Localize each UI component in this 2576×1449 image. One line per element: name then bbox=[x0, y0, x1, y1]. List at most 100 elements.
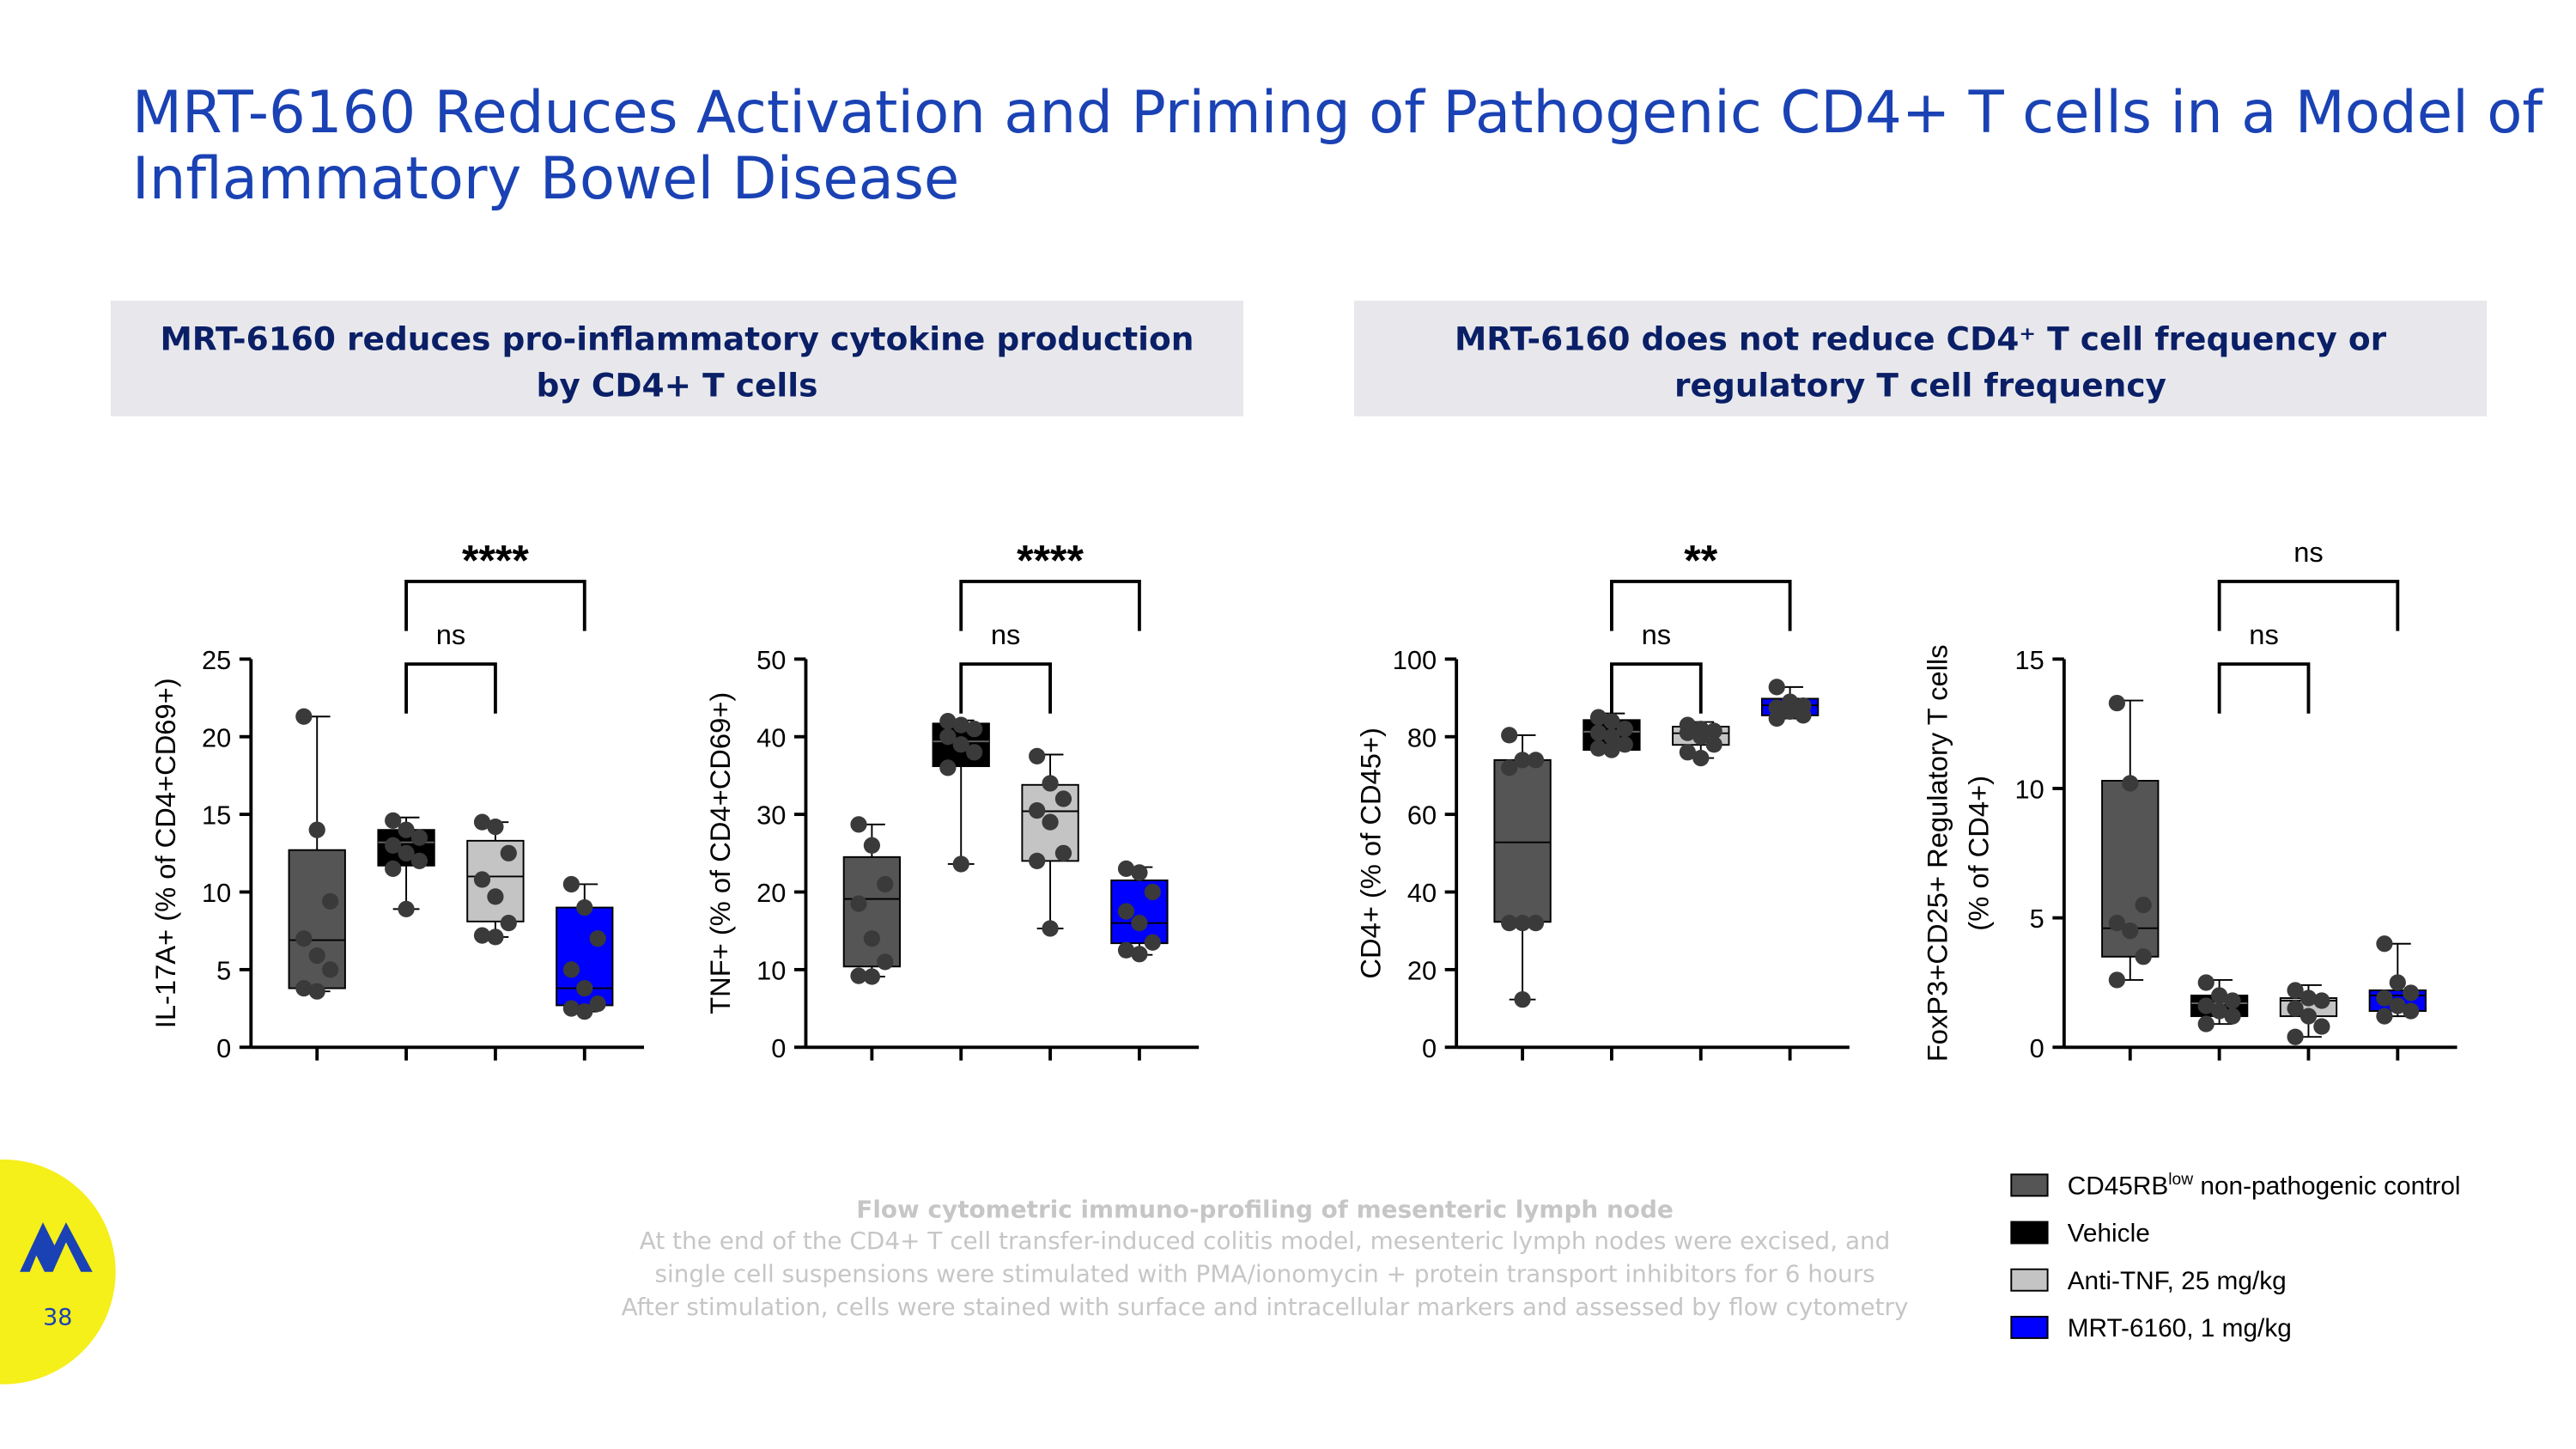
data-point bbox=[1117, 860, 1135, 878]
legend-label: MRT-6160, 1 mg/kg bbox=[2068, 1314, 2292, 1342]
data-point bbox=[1527, 752, 1545, 769]
data-point bbox=[1042, 775, 1059, 792]
y-tick-label: 25 bbox=[202, 645, 231, 675]
data-point bbox=[2224, 992, 2241, 1009]
data-point bbox=[2197, 974, 2215, 991]
data-point bbox=[398, 900, 415, 917]
data-point bbox=[385, 860, 402, 878]
legend-label-name: MRT-6160, 1 mg/kg bbox=[2068, 1314, 2292, 1342]
significance-label: ns bbox=[2293, 536, 2324, 568]
data-point bbox=[1603, 713, 1620, 730]
data-point bbox=[322, 892, 339, 910]
legend-label-superscript: low bbox=[2168, 1171, 2193, 1189]
logo-circle bbox=[0, 1160, 116, 1385]
data-point bbox=[2108, 971, 2125, 989]
data-point bbox=[1514, 991, 1531, 1008]
data-point bbox=[2135, 896, 2152, 914]
data-point bbox=[1042, 920, 1059, 937]
data-point bbox=[2287, 1000, 2304, 1017]
data-point bbox=[2376, 989, 2393, 1007]
data-point bbox=[576, 1003, 593, 1020]
data-point bbox=[473, 871, 491, 888]
significance-bracket bbox=[959, 662, 1052, 714]
box bbox=[1493, 758, 1552, 923]
data-point bbox=[308, 821, 325, 838]
legend-label: CD45RBlow non-pathogenic control bbox=[2068, 1171, 2461, 1201]
data-point bbox=[1782, 703, 1799, 720]
data-point bbox=[1029, 747, 1046, 764]
data-point bbox=[863, 837, 880, 854]
data-point bbox=[1054, 844, 1072, 861]
data-point bbox=[1705, 736, 1722, 753]
data-point bbox=[1692, 749, 1710, 767]
data-point bbox=[308, 983, 325, 1000]
data-point bbox=[1795, 707, 1812, 724]
data-point bbox=[850, 895, 867, 912]
data-point bbox=[2313, 992, 2330, 1009]
legend-label-name: Vehicle bbox=[2068, 1220, 2150, 1248]
logo-mark bbox=[20, 1222, 93, 1272]
data-point bbox=[863, 930, 880, 947]
box bbox=[842, 855, 902, 968]
y-tick-label: 0 bbox=[771, 1033, 786, 1063]
data-point bbox=[877, 953, 894, 971]
y-tick-label: 10 bbox=[202, 878, 231, 908]
data-point bbox=[2197, 1015, 2215, 1032]
data-point bbox=[2403, 984, 2420, 1002]
data-point bbox=[589, 995, 606, 1013]
y-tick-label: 40 bbox=[1407, 878, 1437, 908]
data-point bbox=[1501, 759, 1518, 776]
y-axis-label: CD4+ (% of CD45+) bbox=[1355, 728, 1387, 978]
data-point bbox=[1054, 790, 1072, 807]
data-point bbox=[1501, 727, 1518, 744]
data-point bbox=[863, 968, 880, 985]
data-point bbox=[1603, 741, 1620, 758]
data-point bbox=[1131, 864, 1148, 881]
y-tick-label: 0 bbox=[216, 1033, 231, 1063]
data-point bbox=[576, 898, 593, 916]
data-point bbox=[939, 728, 957, 746]
data-point bbox=[1768, 679, 1785, 696]
data-point bbox=[952, 736, 969, 753]
data-point bbox=[2376, 1008, 2393, 1025]
data-point bbox=[398, 821, 415, 838]
data-point bbox=[487, 888, 504, 905]
significance-label: ns bbox=[2249, 618, 2279, 650]
y-tick-label: 80 bbox=[1407, 722, 1437, 752]
legend-swatch bbox=[2010, 1268, 2049, 1292]
slide-title: MRT-6160 Reduces Activation and Priming … bbox=[132, 79, 2544, 146]
data-point bbox=[2108, 915, 2125, 932]
data-point bbox=[589, 930, 606, 947]
data-point bbox=[2300, 989, 2318, 1007]
data-point bbox=[1029, 801, 1046, 819]
data-point bbox=[1144, 883, 1161, 901]
data-point bbox=[295, 708, 313, 725]
data-point bbox=[1527, 915, 1545, 932]
data-point bbox=[487, 928, 504, 946]
data-point bbox=[385, 837, 402, 854]
y-tick-label: 0 bbox=[1422, 1033, 1437, 1063]
data-point bbox=[576, 979, 593, 997]
legend-label: Vehicle bbox=[2068, 1220, 2150, 1248]
data-point bbox=[2287, 982, 2304, 999]
y-tick-label: 5 bbox=[216, 955, 231, 985]
y-tick-label: 15 bbox=[202, 801, 231, 831]
data-point bbox=[952, 716, 969, 734]
data-point bbox=[952, 855, 969, 873]
data-point bbox=[1692, 728, 1710, 746]
data-point bbox=[2376, 935, 2393, 953]
panel-header-box bbox=[1353, 301, 2488, 417]
data-point bbox=[2287, 1028, 2304, 1045]
data-point bbox=[562, 1000, 580, 1017]
data-point bbox=[2211, 987, 2228, 1004]
panel-heading: regulatory T cell frequency bbox=[1674, 367, 2166, 405]
data-point bbox=[2197, 997, 2215, 1014]
legend-label-suffix: non-pathogenic control bbox=[2193, 1172, 2460, 1200]
data-point bbox=[1131, 915, 1148, 932]
data-point bbox=[1679, 724, 1696, 741]
data-point bbox=[1144, 934, 1161, 951]
data-point bbox=[2224, 1008, 2241, 1025]
data-point bbox=[1616, 736, 1633, 753]
